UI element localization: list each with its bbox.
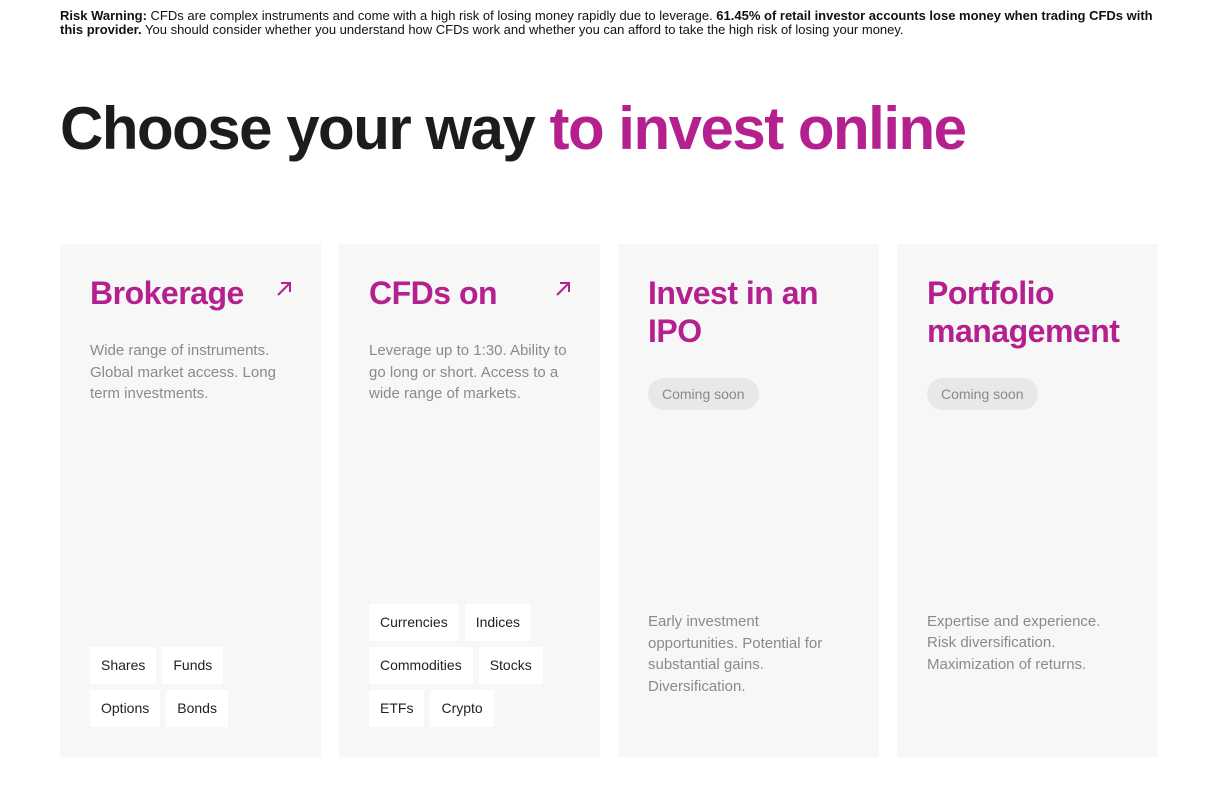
card-title: Invest in an IPO <box>648 275 819 349</box>
card-portfolio: Portfolio management Coming soon Experti… <box>897 244 1158 757</box>
risk-warning-advice: You should consider whether you understa… <box>141 22 904 37</box>
card-description: Early investment opportunities. Potentia… <box>648 613 823 695</box>
card-brokerage[interactable]: Brokerage Wide range of instruments. Glo… <box>60 244 321 757</box>
card-description: Wide range of instruments. Global market… <box>90 342 276 402</box>
tag[interactable]: Shares <box>90 647 157 684</box>
page-title: Choose your way to invest online <box>60 94 967 163</box>
tag[interactable]: Commodities <box>369 647 473 684</box>
card-description: Expertise and experience. Risk diversifi… <box>927 612 1101 673</box>
tag[interactable]: Currencies <box>369 604 459 641</box>
tag[interactable]: Bonds <box>166 690 228 727</box>
risk-warning-label: Risk Warning: <box>60 8 147 23</box>
risk-warning: Risk Warning: CFDs are complex instrumen… <box>60 9 1160 37</box>
card-ipo: Invest in an IPO Coming soon Early inves… <box>618 244 879 757</box>
tag[interactable]: Funds <box>162 647 224 684</box>
title-part: Choose your way <box>60 95 550 162</box>
coming-soon-badge: Coming soon <box>648 378 759 410</box>
card-title: Portfolio management <box>927 275 1120 349</box>
card-title: Brokerage <box>90 275 244 311</box>
tag-list: Shares Funds Options Bonds <box>90 647 291 727</box>
risk-warning-text: CFDs are complex instruments and come wi… <box>146 8 717 23</box>
tag[interactable]: Indices <box>464 604 532 641</box>
risk-warning-stat: 61.45% of retail investor accounts lose … <box>60 8 1153 37</box>
tag[interactable]: Crypto <box>430 690 494 727</box>
coming-soon-badge: Coming soon <box>927 378 1038 410</box>
card-description: Leverage up to 1:30. Ability to go long … <box>369 342 567 402</box>
invest-options: Brokerage Wide range of instruments. Glo… <box>60 244 1158 757</box>
arrow-up-right-icon[interactable] <box>554 280 572 298</box>
card-title: CFDs on <box>369 275 498 311</box>
tag-list: Currencies Indices Commodities Stocks ET… <box>369 604 564 727</box>
card-cfds[interactable]: CFDs on Leverage up to 1:30. Ability to … <box>339 244 600 757</box>
tag[interactable]: Options <box>90 690 161 727</box>
tag[interactable]: Stocks <box>478 647 543 684</box>
title-accent: to invest online <box>549 95 967 162</box>
tag[interactable]: ETFs <box>369 690 425 727</box>
arrow-up-right-icon[interactable] <box>275 280 293 298</box>
